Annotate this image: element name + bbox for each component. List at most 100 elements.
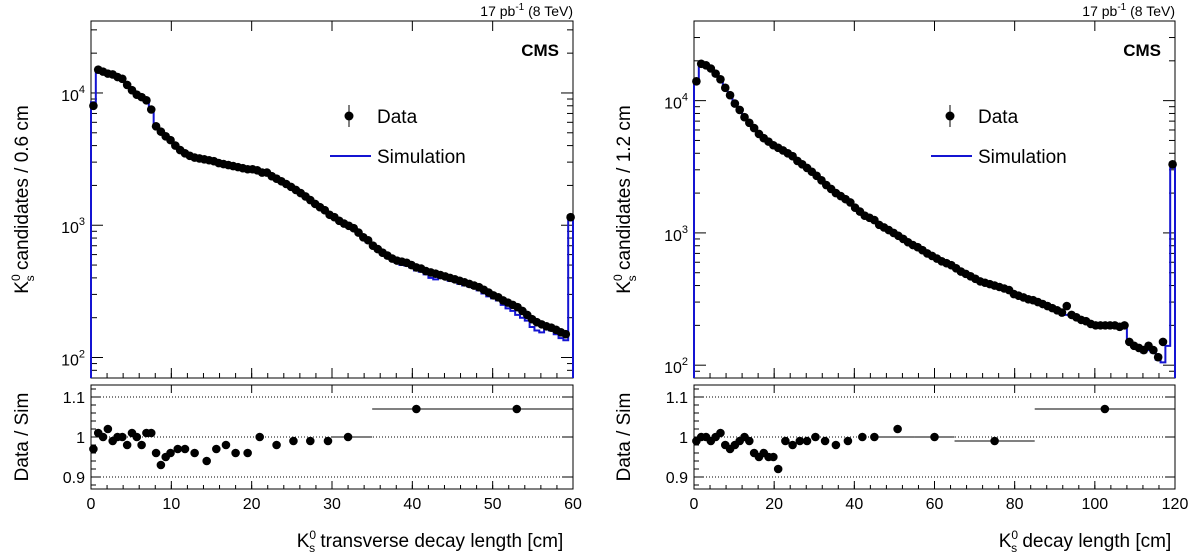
data-point (1168, 160, 1177, 169)
ratio-point (289, 436, 298, 446)
data-point (740, 112, 749, 122)
ratio-point (870, 432, 879, 442)
ratio-point (166, 448, 175, 458)
data-point (716, 74, 725, 84)
legend-sim-label: Simulation (978, 147, 1067, 168)
simulation-histogram (90, 68, 574, 378)
data-point (89, 101, 98, 111)
ratio-point (151, 448, 161, 458)
y-axis-title: K0s candidates / 1.2 cm (611, 105, 639, 293)
ratio-point (89, 444, 98, 454)
y-axis-title-sup: 0 (611, 274, 625, 281)
x-tick-label: 80 (1006, 496, 1024, 513)
legend-data-label: Data (978, 107, 1019, 128)
data-point (1149, 345, 1158, 355)
ratio-point (255, 432, 264, 442)
ratio-point (190, 448, 199, 458)
ratio-point (243, 448, 252, 458)
y-tick-label: 102 (61, 349, 85, 370)
data-point (1062, 301, 1072, 311)
ratio-point (212, 444, 221, 454)
lumi-energy: (8 TeV) (1126, 3, 1175, 19)
ratio-point (173, 444, 183, 454)
y-tick-label: 103 (664, 224, 688, 245)
ratio-point (831, 440, 841, 450)
ratio-tick-label: 1 (76, 430, 85, 447)
y-tick-exponent: 4 (682, 92, 688, 104)
x-axis-title-rest: transverse decay length [cm] (315, 531, 563, 552)
y-axis-title-sup: 0 (9, 274, 23, 281)
x-tick-label: 50 (484, 496, 502, 513)
x-axis-title-rest: decay length [cm] (1017, 531, 1171, 552)
ratio-point (118, 432, 127, 442)
ratio-point (802, 436, 812, 446)
ratio-point (306, 436, 315, 446)
y-tick-exponent: 3 (79, 216, 85, 228)
data-point (1158, 337, 1168, 347)
ratio-point (146, 428, 156, 438)
y-axis-title: K0s candidates / 0.6 cm (9, 105, 37, 293)
data-point (142, 96, 151, 105)
ratio-point (272, 440, 281, 450)
ratio-point (412, 404, 421, 414)
ratio-y-axis-title: Data / Sim (614, 393, 635, 482)
x-axis-title-k: K (999, 531, 1012, 552)
x-tick-label: 60 (926, 496, 944, 513)
y-tick-base: 10 (61, 220, 79, 237)
lumi-label: 17 pb-1 (8 TeV) (1082, 2, 1175, 19)
x-tick-label: 100 (1081, 496, 1108, 513)
ratio-point (180, 444, 190, 454)
lumi-label: 17 pb-1 (8 TeV) (480, 2, 573, 19)
ratio-point (716, 428, 725, 438)
ratio-point (137, 440, 146, 450)
y-tick-exponent: 2 (682, 356, 688, 368)
x-tick-label: 10 (162, 496, 180, 513)
ratio-point (990, 436, 999, 446)
data-point (711, 69, 720, 78)
legend-data-label: Data (377, 107, 418, 128)
lumi-value: 17 pb (1082, 3, 1117, 19)
x-axis-title: K0 s transverse decay length [cm] (297, 528, 564, 555)
ratio-point (795, 436, 805, 446)
y-tick-base: 10 (664, 228, 682, 245)
x-tick-label: 30 (323, 496, 341, 513)
data-point (730, 99, 740, 108)
y-tick-exponent: 2 (79, 349, 85, 361)
legend-data-marker (344, 111, 354, 121)
ratio-point (122, 440, 132, 450)
data-point (749, 123, 759, 133)
ratio-point (858, 432, 867, 442)
x-axis-title: K0 s decay length [cm] (999, 528, 1172, 555)
cms-label: CMS (1123, 41, 1161, 60)
legend-data-marker (945, 111, 955, 121)
ratio-point (103, 424, 113, 434)
legend-sim-label: Simulation (377, 147, 466, 168)
cms-label: CMS (521, 41, 559, 60)
ratio-point (512, 404, 522, 414)
y-tick-label: 104 (664, 92, 688, 113)
x-axis-title-sub: s (309, 541, 315, 555)
y-tick-base: 10 (61, 88, 79, 105)
y-tick-base: 10 (61, 353, 79, 370)
lumi-energy: (8 TeV) (524, 3, 573, 19)
ratio-tick-label: 1.1 (63, 390, 85, 407)
data-point (561, 329, 571, 339)
y-axis-title-sub: s (625, 275, 639, 281)
x-tick-label: 20 (765, 496, 783, 513)
data-point (725, 90, 735, 100)
ratio-point (156, 460, 166, 470)
y-tick-label: 102 (664, 356, 688, 377)
x-tick-label: 0 (690, 496, 699, 513)
ratio-point (132, 432, 142, 442)
x-axis-title-sup: 0 (1011, 528, 1018, 542)
simulation-histogram (693, 64, 1176, 378)
x-tick-label: 40 (845, 496, 863, 513)
ratio-point (202, 456, 211, 466)
ratio-point (231, 448, 240, 458)
ratio-tick-label: 1 (679, 430, 688, 447)
data-point (1153, 352, 1163, 362)
x-tick-label: 120 (1162, 496, 1189, 513)
